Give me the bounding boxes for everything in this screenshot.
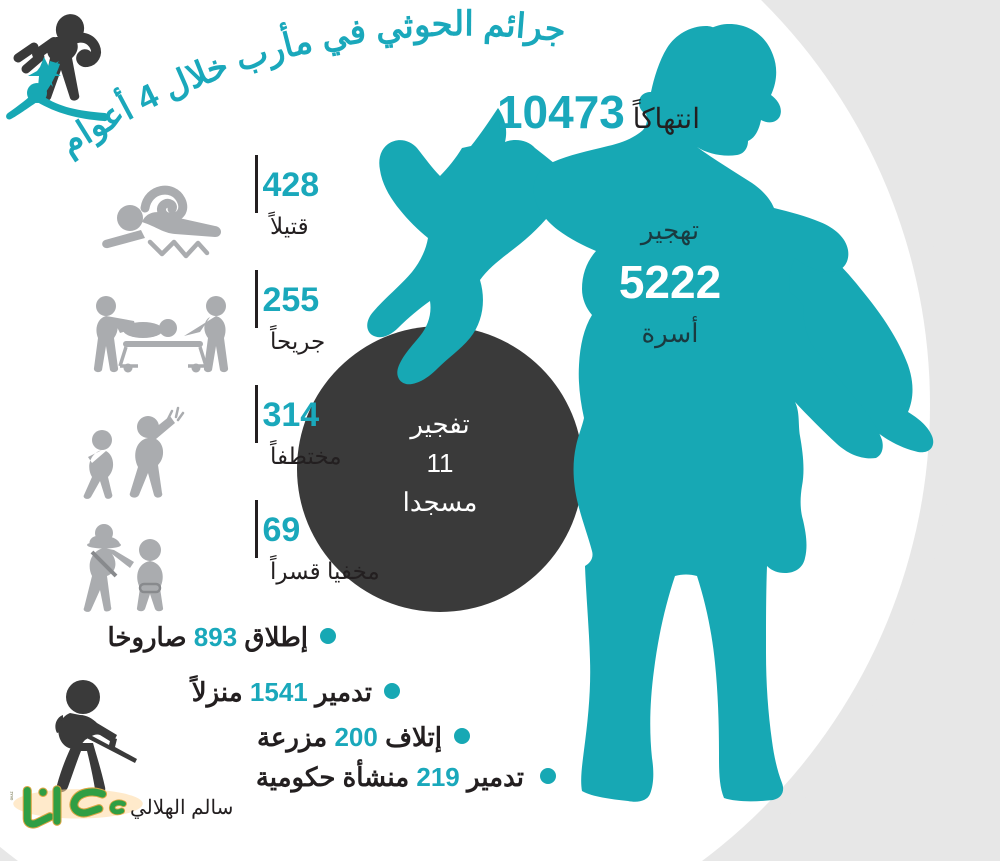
svg-text:OKAZ: OKAZ bbox=[10, 791, 14, 800]
